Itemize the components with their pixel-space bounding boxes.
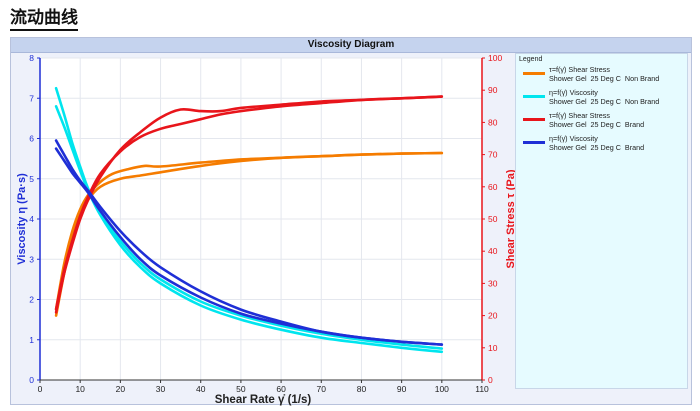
y-left-tick-label: 6 [29,134,34,144]
y-left-tick-label: 1 [29,335,34,345]
series-line-3 [54,86,444,350]
chart-title: Viscosity Diagram [11,38,691,53]
x-tick-label: 110 [475,384,489,394]
axes: 0 10 20 30 40 50 60 70 80 90 100 110012345678010203… [29,53,502,394]
y-axis-left-label: Viscosity η (Pa·s) [16,173,28,265]
x-tick-label: 50 [236,384,246,394]
y-right-tick-label: 100 [488,53,502,63]
y-left-tick-label: 7 [29,93,34,103]
series-lines [54,86,444,354]
page-heading: 流动曲线 [10,8,78,31]
y-left-tick-label: 4 [29,214,34,224]
legend-label: τ=f(γ̇) Shear Stress Shower Gel 25 Deg C … [549,111,644,129]
series-line-6 [54,95,444,311]
legend-swatch [523,141,545,144]
y-right-tick-label: 50 [488,214,498,224]
y-right-tick-label: 20 [488,311,498,321]
x-tick-label: 80 [357,384,367,394]
legend: Legend τ=f(γ̇) Shear Stress Shower Gel 25… [515,53,688,389]
legend-label-sample: Shower Gel 25 Deg C Brand [549,143,645,152]
legend-label: τ=f(γ̇) Shear Stress Shower Gel 25 Deg C … [549,65,659,83]
y-right-tick-label: 30 [488,278,498,288]
y-axis-right-label: Shear Stress τ (Pa) [505,169,517,268]
y-right-tick-label: 0 [488,375,493,385]
y-left-tick-label: 0 [29,375,34,385]
legend-swatch [523,118,545,121]
y-right-tick-label: 60 [488,182,498,192]
series-line-4 [54,105,444,354]
y-left-tick-label: 3 [29,254,34,264]
y-right-tick-label: 10 [488,343,498,353]
y-right-tick-label: 40 [488,246,498,256]
legend-label-sample: Shower Gel 25 Deg C Non Brand [549,97,660,106]
series-line-8 [54,147,444,346]
x-axis-label: Shear Rate γ̇ (1/s) [215,394,312,406]
legend-entry: η=f(γ̇) Viscosity Shower Gel 25 Deg C Bra… [516,132,687,155]
legend-label-sample: Shower Gel 25 Deg C Non Brand [549,74,660,83]
x-tick-label: 90 [397,384,407,394]
x-tick-label: 40 [196,384,206,394]
legend-label: η=f(γ̇) Viscosity Shower Gel 25 Deg C Non… [549,88,659,106]
y-right-tick-label: 90 [488,85,498,95]
x-tick-label: 10 [75,384,85,394]
legend-label-name: η=f(γ̇) Viscosity [549,134,598,143]
legend-label-name: η=f(γ̇) Viscosity [549,88,598,97]
x-tick-label: 70 [317,384,327,394]
x-tick-label: 30 [156,384,166,394]
series-line-2 [54,151,444,311]
x-tick-label: 60 [276,384,286,394]
legend-swatch [523,72,545,75]
y-right-tick-label: 80 [488,117,498,127]
legend-entry: τ=f(γ̇) Shear Stress Shower Gel 25 Deg C … [516,109,687,132]
legend-label-sample: Shower Gel 25 Deg C Brand [549,120,645,129]
y-left-tick-label: 2 [29,295,34,305]
legend-label-name: τ=f(γ̇) Shear Stress [549,111,610,120]
legend-label: η=f(γ̇) Viscosity Shower Gel 25 Deg C Bra… [549,134,644,152]
x-tick-label: 100 [435,384,449,394]
x-tick-label: 20 [116,384,126,394]
y-left-tick-label: 5 [29,174,34,184]
legend-label-name: τ=f(γ̇) Shear Stress [549,65,610,74]
legend-entry: η=f(γ̇) Viscosity Shower Gel 25 Deg C Non… [516,86,687,109]
legend-title: Legend [519,56,543,63]
y-left-tick-label: 8 [29,53,34,63]
legend-entry: τ=f(γ̇) Shear Stress Shower Gel 25 Deg C … [516,63,687,86]
y-right-tick-label: 70 [488,150,498,160]
legend-swatch [523,95,545,98]
x-tick-label: 0 [38,384,43,394]
